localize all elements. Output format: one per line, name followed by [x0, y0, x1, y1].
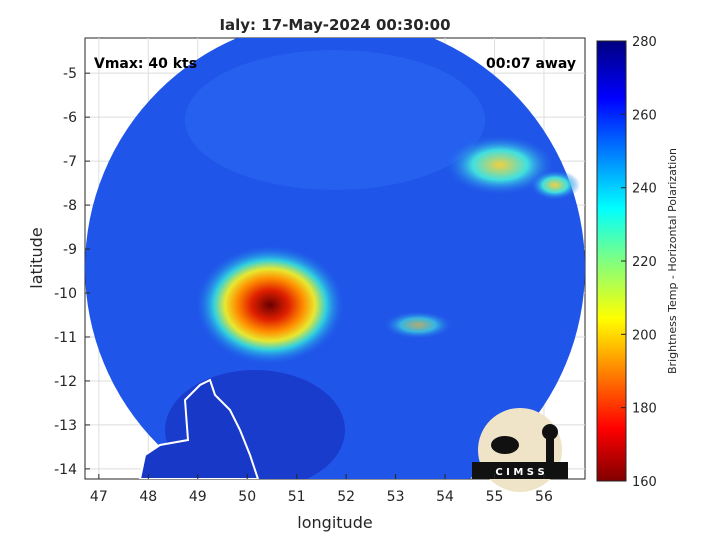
logo-text: C I M S S — [495, 467, 544, 478]
x-tick-label: 51 — [288, 489, 306, 505]
colorbar-tick-label: 260 — [632, 108, 657, 123]
coastline — [138, 378, 260, 479]
convective-cell — [383, 311, 453, 339]
storm-core — [195, 245, 345, 365]
colorbar-tick-label: 240 — [632, 182, 657, 197]
x-tick-label: 50 — [238, 489, 256, 505]
x-tick-label: 52 — [337, 489, 355, 505]
x-axis-label: longitude — [297, 513, 372, 532]
y-tick-label: -13 — [54, 418, 77, 434]
x-tick-label: 49 — [189, 489, 207, 505]
y-tick-label: -8 — [63, 198, 77, 214]
swath-tone — [185, 50, 485, 190]
y-tick-label: -11 — [54, 330, 77, 346]
y-tick-label: -7 — [63, 154, 77, 170]
y-tick-label: -14 — [54, 462, 77, 478]
y-tick-label: -10 — [54, 286, 77, 302]
x-tick-label: 47 — [90, 489, 108, 505]
colorbar-tick-label: 160 — [632, 475, 657, 490]
x-tick-label: 54 — [436, 489, 454, 505]
y-tick-label: -12 — [54, 374, 77, 390]
x-tick-label: 55 — [486, 489, 504, 505]
title: Ialy: 17-May-2024 00:30:00 — [219, 16, 450, 34]
y-tick-label: -9 — [63, 242, 77, 258]
colorbar-tick-label: 220 — [632, 255, 657, 270]
y-tick-label: -6 — [63, 110, 77, 126]
imagery — [85, 38, 585, 479]
colorbar-tick-label: 180 — [632, 402, 657, 417]
convective-cell — [530, 170, 580, 200]
x-tick-label: 48 — [139, 489, 157, 505]
colorbar-tick-label: 280 — [632, 35, 657, 50]
colorbar-tick-label: 200 — [632, 328, 657, 343]
x-tick-label: 56 — [535, 489, 553, 505]
colorbar-label: Brightness Temp - Horizontal Polarizatio… — [666, 148, 679, 374]
intensity-label: Vmax: 40 kts — [94, 56, 197, 72]
y-axis-label: latitude — [27, 227, 46, 288]
time-label: 00:07 away — [486, 56, 576, 72]
convective-cell — [445, 135, 555, 195]
y-tick-label: -5 — [63, 66, 77, 82]
x-tick-label: 53 — [387, 489, 405, 505]
